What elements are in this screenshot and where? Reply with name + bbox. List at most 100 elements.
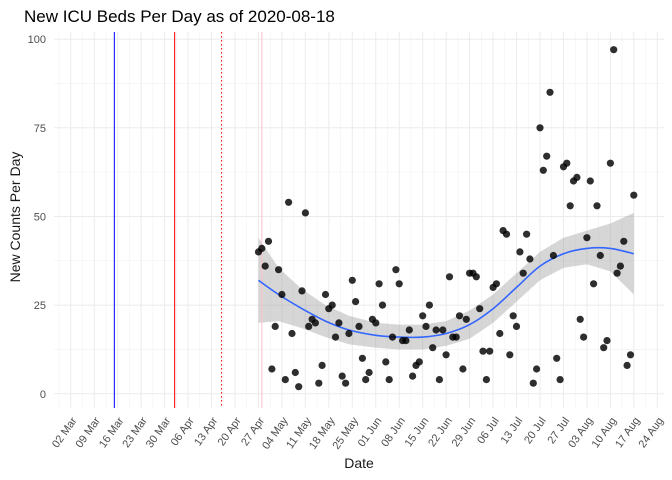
x-tick-label: 06 Jul <box>475 415 502 446</box>
data-point <box>405 326 413 334</box>
data-point <box>281 376 289 384</box>
data-point <box>529 379 537 387</box>
data-point <box>422 322 430 330</box>
data-point <box>318 361 326 369</box>
y-tick-label: 0 <box>40 389 46 401</box>
y-tick-label: 75 <box>34 123 46 135</box>
data-point <box>321 290 330 299</box>
data-point <box>459 365 467 373</box>
data-point <box>388 333 397 341</box>
data-point <box>512 322 521 330</box>
data-point <box>462 315 470 323</box>
data-point <box>285 198 293 206</box>
confidence-band <box>258 212 634 350</box>
data-point <box>409 372 417 380</box>
data-point <box>479 347 487 355</box>
data-point <box>429 344 437 352</box>
data-point <box>516 248 524 256</box>
data-point <box>563 159 571 167</box>
data-point <box>331 333 340 341</box>
grid <box>54 32 664 408</box>
data-point <box>566 202 574 210</box>
x-tick-label: 13 Jul <box>499 415 526 446</box>
data-point <box>328 301 336 309</box>
data-point <box>402 337 410 345</box>
data-point <box>533 365 541 373</box>
data-point <box>358 354 366 362</box>
data-point <box>382 358 390 366</box>
data-point <box>603 337 611 345</box>
data-point <box>311 319 319 327</box>
x-tick-label: 30 Mar <box>144 415 174 450</box>
data-point <box>305 322 313 330</box>
data-point <box>610 46 618 54</box>
data-point <box>335 319 343 327</box>
data-point <box>526 255 534 263</box>
data-point <box>298 287 306 295</box>
data-point <box>278 290 286 299</box>
data-point <box>600 344 608 352</box>
data-point <box>295 383 303 391</box>
data-point <box>291 368 299 377</box>
x-tick-label: 24 Aug <box>637 415 666 450</box>
data-point <box>348 276 356 284</box>
data-point <box>268 365 276 373</box>
data-point <box>576 315 584 323</box>
data-point <box>345 329 353 338</box>
y-tick-label: 25 <box>34 300 46 312</box>
data-point <box>258 244 266 252</box>
x-tick-label: 20 Apr <box>216 415 244 448</box>
data-point <box>372 319 380 327</box>
data-point <box>375 280 383 288</box>
data-point <box>352 298 360 306</box>
data-point <box>472 273 480 281</box>
data-point <box>385 376 393 384</box>
data-point <box>439 326 447 334</box>
data-point <box>586 177 594 185</box>
data-point <box>606 159 615 167</box>
data-point <box>509 312 517 320</box>
data-point <box>271 322 279 330</box>
data-point <box>623 361 631 369</box>
data-point <box>442 351 450 359</box>
data-point <box>593 202 601 210</box>
data-points <box>254 46 638 391</box>
data-point <box>452 333 460 341</box>
x-tick-label: 13 Apr <box>192 415 220 448</box>
data-point <box>626 351 635 359</box>
data-point <box>546 88 554 96</box>
y-tick-label: 50 <box>34 211 46 223</box>
data-point <box>543 152 551 160</box>
data-point <box>492 280 500 288</box>
data-point <box>419 312 427 320</box>
x-tick-label: 25 May <box>331 415 362 452</box>
data-point <box>630 191 638 199</box>
data-point <box>315 379 323 387</box>
data-point <box>596 251 604 260</box>
data-point <box>445 273 454 281</box>
data-point <box>275 266 283 274</box>
data-point <box>425 301 433 309</box>
data-point <box>355 322 363 330</box>
chart-title: New ICU Beds Per Day as of 2020-08-18 <box>24 7 335 26</box>
data-point <box>395 280 403 288</box>
data-point <box>301 209 309 217</box>
data-point <box>261 262 269 270</box>
data-point <box>580 333 588 341</box>
data-point <box>506 351 514 359</box>
data-point <box>613 269 621 277</box>
reference-lines <box>113 32 263 408</box>
data-point <box>435 376 443 384</box>
x-tick-label: 29 Jun <box>450 415 479 449</box>
data-point <box>502 230 511 238</box>
data-point <box>432 326 440 334</box>
data-point <box>288 329 296 338</box>
data-point <box>496 329 504 338</box>
x-tick-label: 06 Apr <box>169 415 197 448</box>
data-point <box>539 166 547 174</box>
y-axis-ticks: 0 25 50 75 100 <box>28 34 46 401</box>
data-point <box>338 372 346 380</box>
data-point <box>415 358 423 366</box>
trend-line-layer <box>258 246 634 339</box>
